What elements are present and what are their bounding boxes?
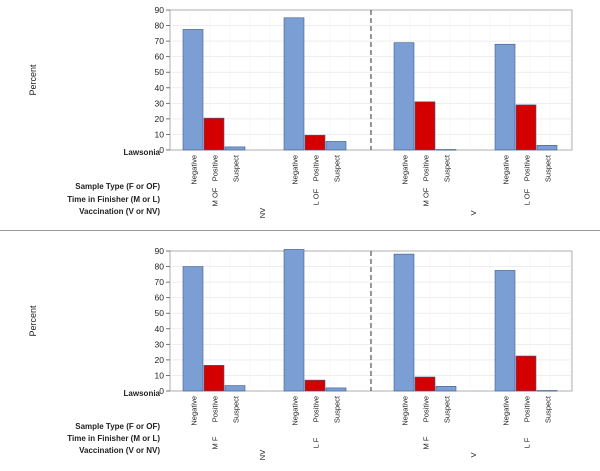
category-label: Suspect [443, 154, 452, 182]
category-label: Positive [211, 155, 220, 181]
bar-negative [494, 43, 516, 151]
category-label: Negative [401, 396, 410, 426]
category-label: Negative [291, 155, 300, 185]
sample-time-label: M F [211, 436, 220, 449]
category-label: Suspect [232, 395, 241, 423]
y-axis-title: Percent [28, 305, 38, 337]
bar-negative [182, 29, 204, 151]
row-label: Sample Type (F or OF) [75, 422, 160, 431]
y-tick-label: 40 [155, 324, 165, 334]
sample-time-label: L F [523, 437, 532, 448]
y-tick-label: 90 [155, 5, 165, 15]
category-label: Positive [211, 396, 220, 422]
row-label: Time in Finisher (M or L) [67, 434, 160, 443]
vaccination-label: V [469, 210, 478, 215]
bar-negative [494, 270, 516, 392]
y-tick-label: 60 [155, 52, 165, 62]
y-tick-label: 90 [155, 246, 165, 256]
category-label: Positive [422, 155, 431, 181]
category-label: Positive [312, 155, 321, 181]
category-label: Positive [523, 155, 532, 181]
y-tick-label: 10 [155, 129, 165, 139]
bar-positive [304, 379, 326, 392]
bar-negative [393, 42, 415, 151]
category-label: Suspect [544, 154, 553, 182]
y-tick-label: 80 [155, 21, 165, 31]
vaccination-label: NV [258, 208, 267, 218]
y-tick-label: 30 [155, 339, 165, 349]
bar-negative [283, 249, 305, 392]
chart-svg-bottom: 0 10 20 30 40 50 60 70 80 90 Percent Negative Positi… [28, 246, 573, 460]
row-label: Lawsonia [124, 148, 161, 157]
category-label: Negative [291, 396, 300, 426]
category-label: Suspect [544, 395, 553, 423]
bar-suspect [536, 145, 558, 151]
bar-positive [203, 117, 225, 151]
bar-negative [283, 17, 305, 151]
chart-panel-top: 0 10 20 30 40 50 60 70 80 90 Percent Negative Positi… [0, 0, 600, 232]
category-label: Positive [523, 396, 532, 422]
category-label: Suspect [333, 154, 342, 182]
y-tick-label: 50 [155, 67, 165, 77]
y-tick-label: 80 [155, 262, 165, 272]
y-tick-label: 10 [155, 370, 165, 380]
sample-time-label: L OF [312, 188, 321, 205]
bar-negative [393, 253, 415, 392]
bar-suspect [536, 390, 558, 392]
sample-time-label: M OF [211, 187, 220, 206]
row-label: Vaccination (V or NV) [79, 446, 160, 455]
chart-panel-bottom: 0 10 20 30 40 50 60 70 80 90 Percent Negative Positi… [0, 233, 600, 465]
bar-positive [414, 376, 436, 392]
category-label: Suspect [443, 395, 452, 423]
sample-time-label: M F [422, 436, 431, 449]
bar-positive [515, 104, 537, 151]
chart-svg-top: 0 10 20 30 40 50 60 70 80 90 Percent Negative Positi… [28, 5, 573, 218]
vaccination-label: V [469, 452, 478, 457]
bar-suspect [325, 141, 347, 151]
y-tick-label: 20 [155, 114, 165, 124]
y-tick-label: 30 [155, 98, 165, 108]
category-label: Suspect [333, 395, 342, 423]
category-label: Negative [190, 396, 199, 426]
category-label: Negative [502, 155, 511, 185]
row-label: Sample Type (F or OF) [75, 182, 160, 191]
y-tick-label: 0 [159, 145, 164, 155]
y-tick-label: 50 [155, 308, 165, 318]
y-tick-label: 70 [155, 277, 165, 287]
category-label: Negative [401, 155, 410, 185]
bar-positive [203, 365, 225, 392]
bar-suspect [224, 146, 246, 151]
y-tick-label: 40 [155, 83, 165, 93]
y-axis-title: Percent [28, 64, 38, 96]
category-label: Positive [312, 396, 321, 422]
bar-negative [182, 266, 204, 392]
bar-suspect [435, 386, 457, 392]
category-label: Negative [502, 396, 511, 426]
panel-divider [0, 230, 600, 231]
bar-positive [515, 355, 537, 392]
y-tick-label: 70 [155, 36, 165, 46]
row-label: Lawsonia [124, 389, 161, 398]
row-label: Time in Finisher (M or L) [67, 195, 160, 204]
sample-time-label: L F [312, 437, 321, 448]
category-label: Negative [190, 155, 199, 185]
category-label: Suspect [232, 154, 241, 182]
bar-positive [304, 134, 326, 151]
bar-suspect [435, 149, 457, 151]
y-tick-label: 0 [159, 386, 164, 396]
sample-time-label: L OF [523, 188, 532, 205]
sample-time-label: M OF [422, 187, 431, 206]
bar-positive [414, 101, 436, 151]
y-tick-label: 60 [155, 293, 165, 303]
vaccination-label: NV [258, 450, 267, 460]
bar-suspect [224, 385, 246, 392]
y-tick-label: 20 [155, 355, 165, 365]
bar-suspect [325, 387, 347, 392]
row-label: Vaccination (V or NV) [79, 207, 160, 216]
category-label: Positive [422, 396, 431, 422]
